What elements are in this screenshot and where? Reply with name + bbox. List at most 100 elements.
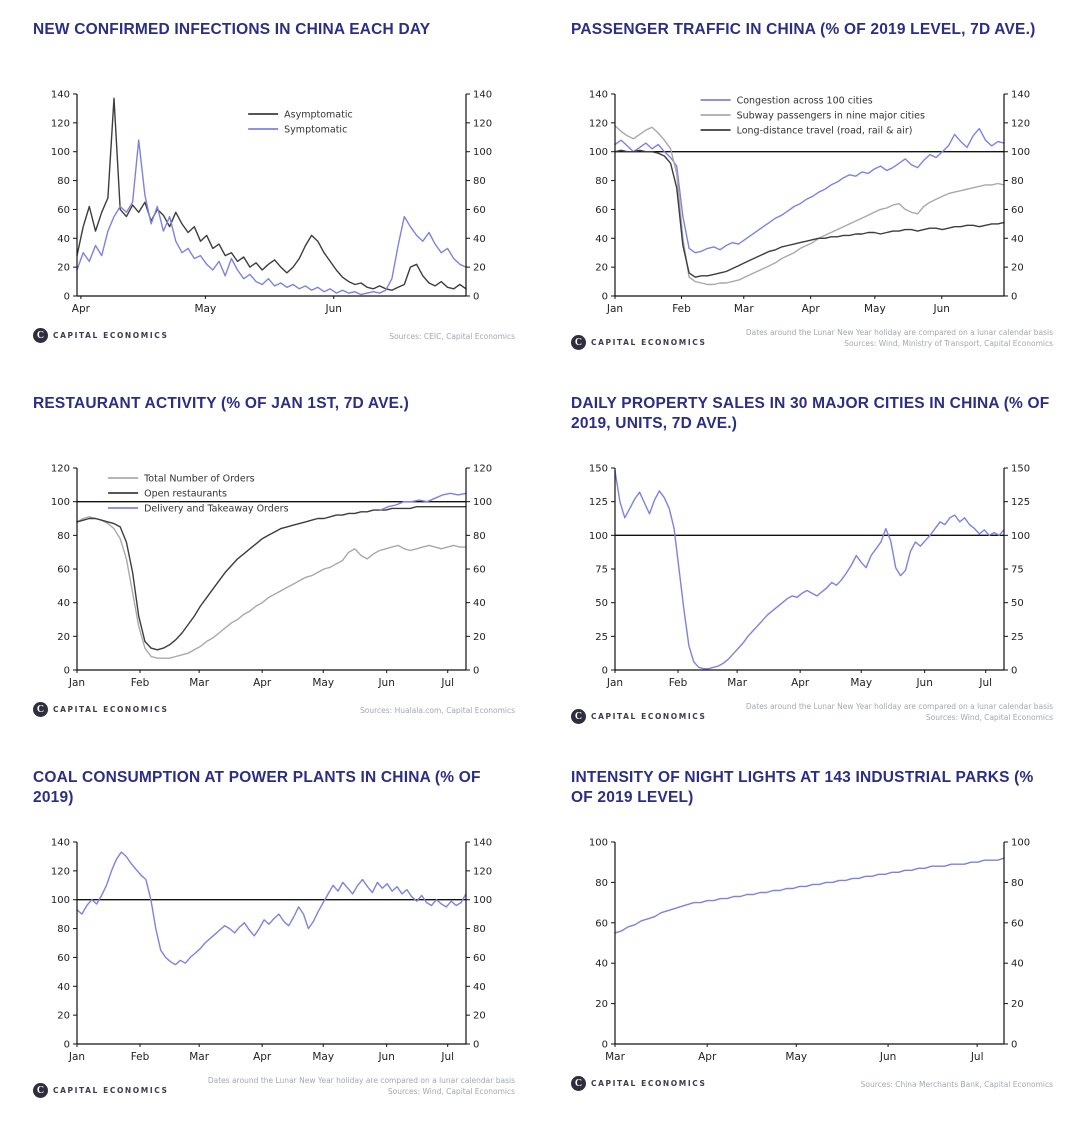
svg-text:100: 100 (51, 895, 70, 906)
svg-text:80: 80 (473, 176, 486, 187)
svg-text:40: 40 (595, 959, 608, 970)
svg-text:120: 120 (589, 118, 608, 129)
svg-text:Mar: Mar (605, 1051, 625, 1063)
svg-text:0: 0 (602, 292, 608, 303)
svg-text:0: 0 (64, 1040, 70, 1051)
brand-name: CAPITAL ECONOMICS (591, 711, 707, 721)
svg-text:May: May (312, 677, 334, 689)
svg-text:60: 60 (57, 565, 70, 576)
svg-text:0: 0 (64, 666, 70, 677)
svg-text:40: 40 (1011, 959, 1024, 970)
svg-text:125: 125 (589, 497, 608, 508)
panel-footer: C CAPITAL ECONOMICS Dates around the Lun… (571, 702, 1053, 724)
svg-text:Jun: Jun (915, 677, 932, 689)
svg-text:140: 140 (473, 838, 492, 849)
svg-text:50: 50 (595, 598, 608, 609)
svg-text:Jan: Jan (68, 677, 85, 689)
svg-text:140: 140 (1011, 90, 1030, 101)
svg-text:80: 80 (473, 531, 486, 542)
svg-text:80: 80 (473, 924, 486, 935)
svg-text:80: 80 (57, 531, 70, 542)
svg-text:60: 60 (57, 205, 70, 216)
chart-panel-infections: NEW CONFIRMED INFECTIONS IN CHINA EACH D… (33, 16, 515, 382)
svg-text:100: 100 (473, 895, 492, 906)
svg-text:Jun: Jun (933, 303, 950, 315)
svg-text:120: 120 (51, 866, 70, 877)
chart-notes: Sources: China Merchants Bank, Capital E… (861, 1080, 1053, 1091)
svg-text:20: 20 (1011, 263, 1024, 274)
svg-text:20: 20 (57, 263, 70, 274)
svg-text:Mar: Mar (189, 677, 209, 689)
svg-text:May: May (312, 1051, 334, 1063)
svg-text:Asymptomatic: Asymptomatic (284, 110, 353, 121)
svg-text:May: May (785, 1051, 807, 1063)
svg-text:150: 150 (589, 464, 608, 475)
brand-name: CAPITAL ECONOMICS (591, 1079, 707, 1088)
line-chart-passenger-traffic: 0 0 20 20 40 40 60 60 80 80 100 100 120 120 140 140 Jan F… (571, 84, 1048, 328)
svg-text:Jun: Jun (377, 1051, 394, 1063)
panel-footer: C CAPITAL ECONOMICS Sources: China Merch… (571, 1076, 1053, 1091)
svg-text:Congestion across 100 cities: Congestion across 100 cities (737, 96, 873, 107)
panel-footer: C CAPITAL ECONOMICS Dates around the Lun… (571, 328, 1053, 350)
svg-text:20: 20 (473, 263, 486, 274)
svg-text:0: 0 (64, 292, 70, 303)
svg-text:100: 100 (589, 531, 608, 542)
capital-economics-logo-icon: C (571, 1076, 586, 1091)
svg-text:80: 80 (1011, 878, 1024, 889)
chart-title: COAL CONSUMPTION AT POWER PLANTS IN CHIN… (33, 769, 481, 807)
svg-text:120: 120 (51, 118, 70, 129)
svg-text:Jun: Jun (325, 303, 342, 315)
chart-title: DAILY PROPERTY SALES IN 30 MAJOR CITIES … (571, 395, 1050, 433)
svg-text:Feb: Feb (131, 677, 150, 689)
chart-footnote: Dates around the Lunar New Year holiday … (745, 702, 1053, 711)
chart-footnote: Dates around the Lunar New Year holiday … (207, 1076, 515, 1085)
chart-title: INTENSITY OF NIGHT LIGHTS AT 143 INDUSTR… (571, 769, 1034, 807)
svg-text:0: 0 (473, 292, 479, 303)
svg-text:Jul: Jul (440, 1051, 454, 1063)
svg-text:20: 20 (595, 263, 608, 274)
svg-text:May: May (850, 677, 872, 689)
chart-footnote: Dates around the Lunar New Year holiday … (745, 328, 1053, 337)
svg-text:60: 60 (1011, 205, 1024, 216)
svg-text:Jun: Jun (377, 677, 394, 689)
svg-text:60: 60 (57, 953, 70, 964)
svg-text:125: 125 (1011, 497, 1030, 508)
svg-text:Open restaurants: Open restaurants (144, 489, 227, 500)
chart-source: Sources: Wind, Capital Economics (387, 1086, 515, 1096)
svg-text:0: 0 (602, 666, 608, 677)
capital-economics-logo: C CAPITAL ECONOMICS (33, 1082, 168, 1098)
chart-notes: Dates around the Lunar New Year holiday … (746, 702, 1053, 724)
svg-text:Apr: Apr (253, 677, 272, 689)
svg-text:100: 100 (1011, 838, 1030, 849)
brand-name: CAPITAL ECONOMICS (53, 705, 169, 714)
svg-text:0: 0 (1011, 292, 1017, 303)
svg-text:Jun: Jun (879, 1051, 896, 1063)
svg-text:20: 20 (595, 999, 608, 1010)
svg-text:40: 40 (57, 234, 70, 245)
svg-text:120: 120 (473, 464, 492, 475)
svg-text:140: 140 (51, 90, 70, 101)
chart-title: PASSENGER TRAFFIC IN CHINA (% OF 2019 LE… (571, 21, 1036, 38)
svg-text:Feb: Feb (672, 303, 691, 315)
svg-text:Mar: Mar (189, 1051, 209, 1063)
svg-text:100: 100 (473, 497, 492, 508)
svg-text:60: 60 (595, 918, 608, 929)
line-chart-restaurant-activity: 0 0 20 20 40 40 60 60 80 80 100 100 120 120 Jan Feb Mar A… (33, 458, 510, 702)
svg-text:0: 0 (602, 1040, 608, 1051)
svg-text:Jul: Jul (970, 1051, 984, 1063)
svg-text:50: 50 (1011, 598, 1024, 609)
svg-text:100: 100 (51, 497, 70, 508)
panel-footer: C CAPITAL ECONOMICS Dates around the Lun… (33, 1076, 515, 1098)
svg-text:120: 120 (51, 464, 70, 475)
svg-text:40: 40 (473, 982, 486, 993)
capital-economics-logo: C CAPITAL ECONOMICS (571, 1076, 706, 1091)
chart-panel-restaurant-activity: RESTAURANT ACTIVITY (% OF JAN 1ST, 7D AV… (33, 390, 515, 756)
svg-text:60: 60 (595, 205, 608, 216)
svg-text:May: May (864, 303, 886, 315)
svg-text:20: 20 (57, 632, 70, 643)
svg-text:80: 80 (57, 924, 70, 935)
svg-text:60: 60 (473, 205, 486, 216)
svg-text:Total Number of Orders: Total Number of Orders (143, 474, 255, 485)
chart-source: Sources: CEIC, Capital Economics (389, 332, 515, 342)
svg-text:Apr: Apr (802, 303, 821, 315)
